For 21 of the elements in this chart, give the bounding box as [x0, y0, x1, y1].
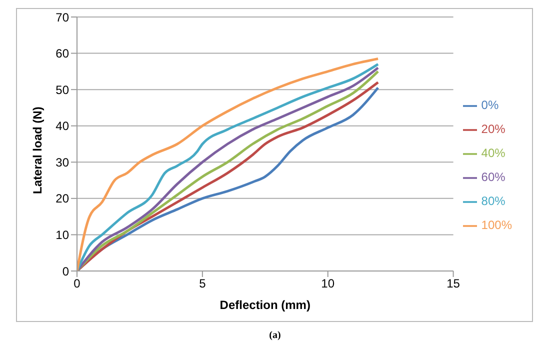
x-tick-label: 0	[74, 276, 81, 291]
y-axis-title: Lateral load (N)	[30, 106, 44, 194]
y-tick-label: 30	[56, 155, 70, 170]
text: (a)	[268, 330, 282, 341]
y-tick-label: 70	[56, 10, 70, 24]
y-tick-label: 20	[56, 192, 70, 206]
legend-label: 100%	[481, 218, 512, 232]
y-tick-label: 0	[62, 264, 70, 278]
y-tick-label: 50	[56, 82, 70, 97]
legend-label: 40%	[481, 146, 506, 160]
x-axis-title: Deflection (mm)	[220, 298, 310, 312]
y-tick-label: 40	[56, 119, 70, 134]
x-tick-label: 10	[321, 276, 335, 291]
y-tick-label: 60	[56, 46, 70, 61]
x-tick-label: 15	[446, 276, 460, 291]
y-tick-label: 10	[56, 228, 70, 242]
legend-label: 60%	[481, 170, 506, 184]
legend-label: 20%	[481, 122, 506, 136]
x-tick-label: 5	[199, 276, 206, 291]
legend-label: 80%	[481, 194, 506, 208]
legend-label: 0%	[481, 98, 499, 112]
